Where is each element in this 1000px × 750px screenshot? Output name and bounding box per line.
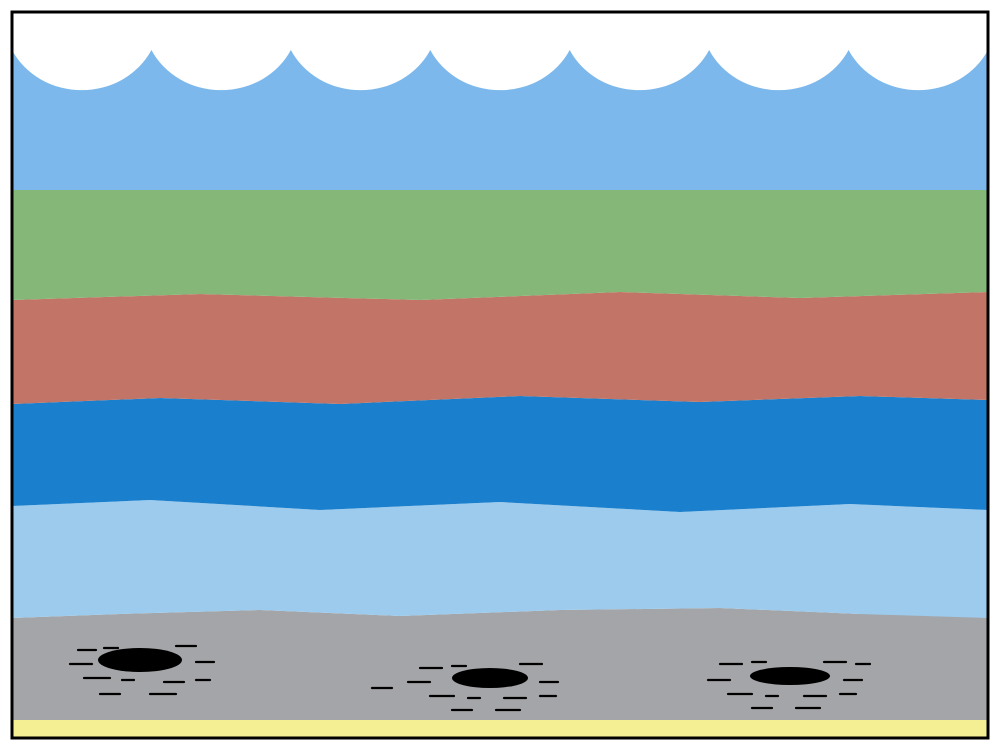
layer-green [12, 190, 988, 300]
layer-sand-bottom [12, 720, 988, 738]
strata-diagram [0, 0, 1000, 750]
diagram-svg [0, 0, 1000, 750]
layer-deep-blue [12, 396, 988, 512]
layer-light-blue-water [12, 500, 988, 618]
mud-blob-2 [750, 667, 830, 685]
layer-red-brown [12, 292, 988, 404]
mud-blob-1 [452, 668, 528, 688]
mud-blob-0 [98, 648, 182, 672]
